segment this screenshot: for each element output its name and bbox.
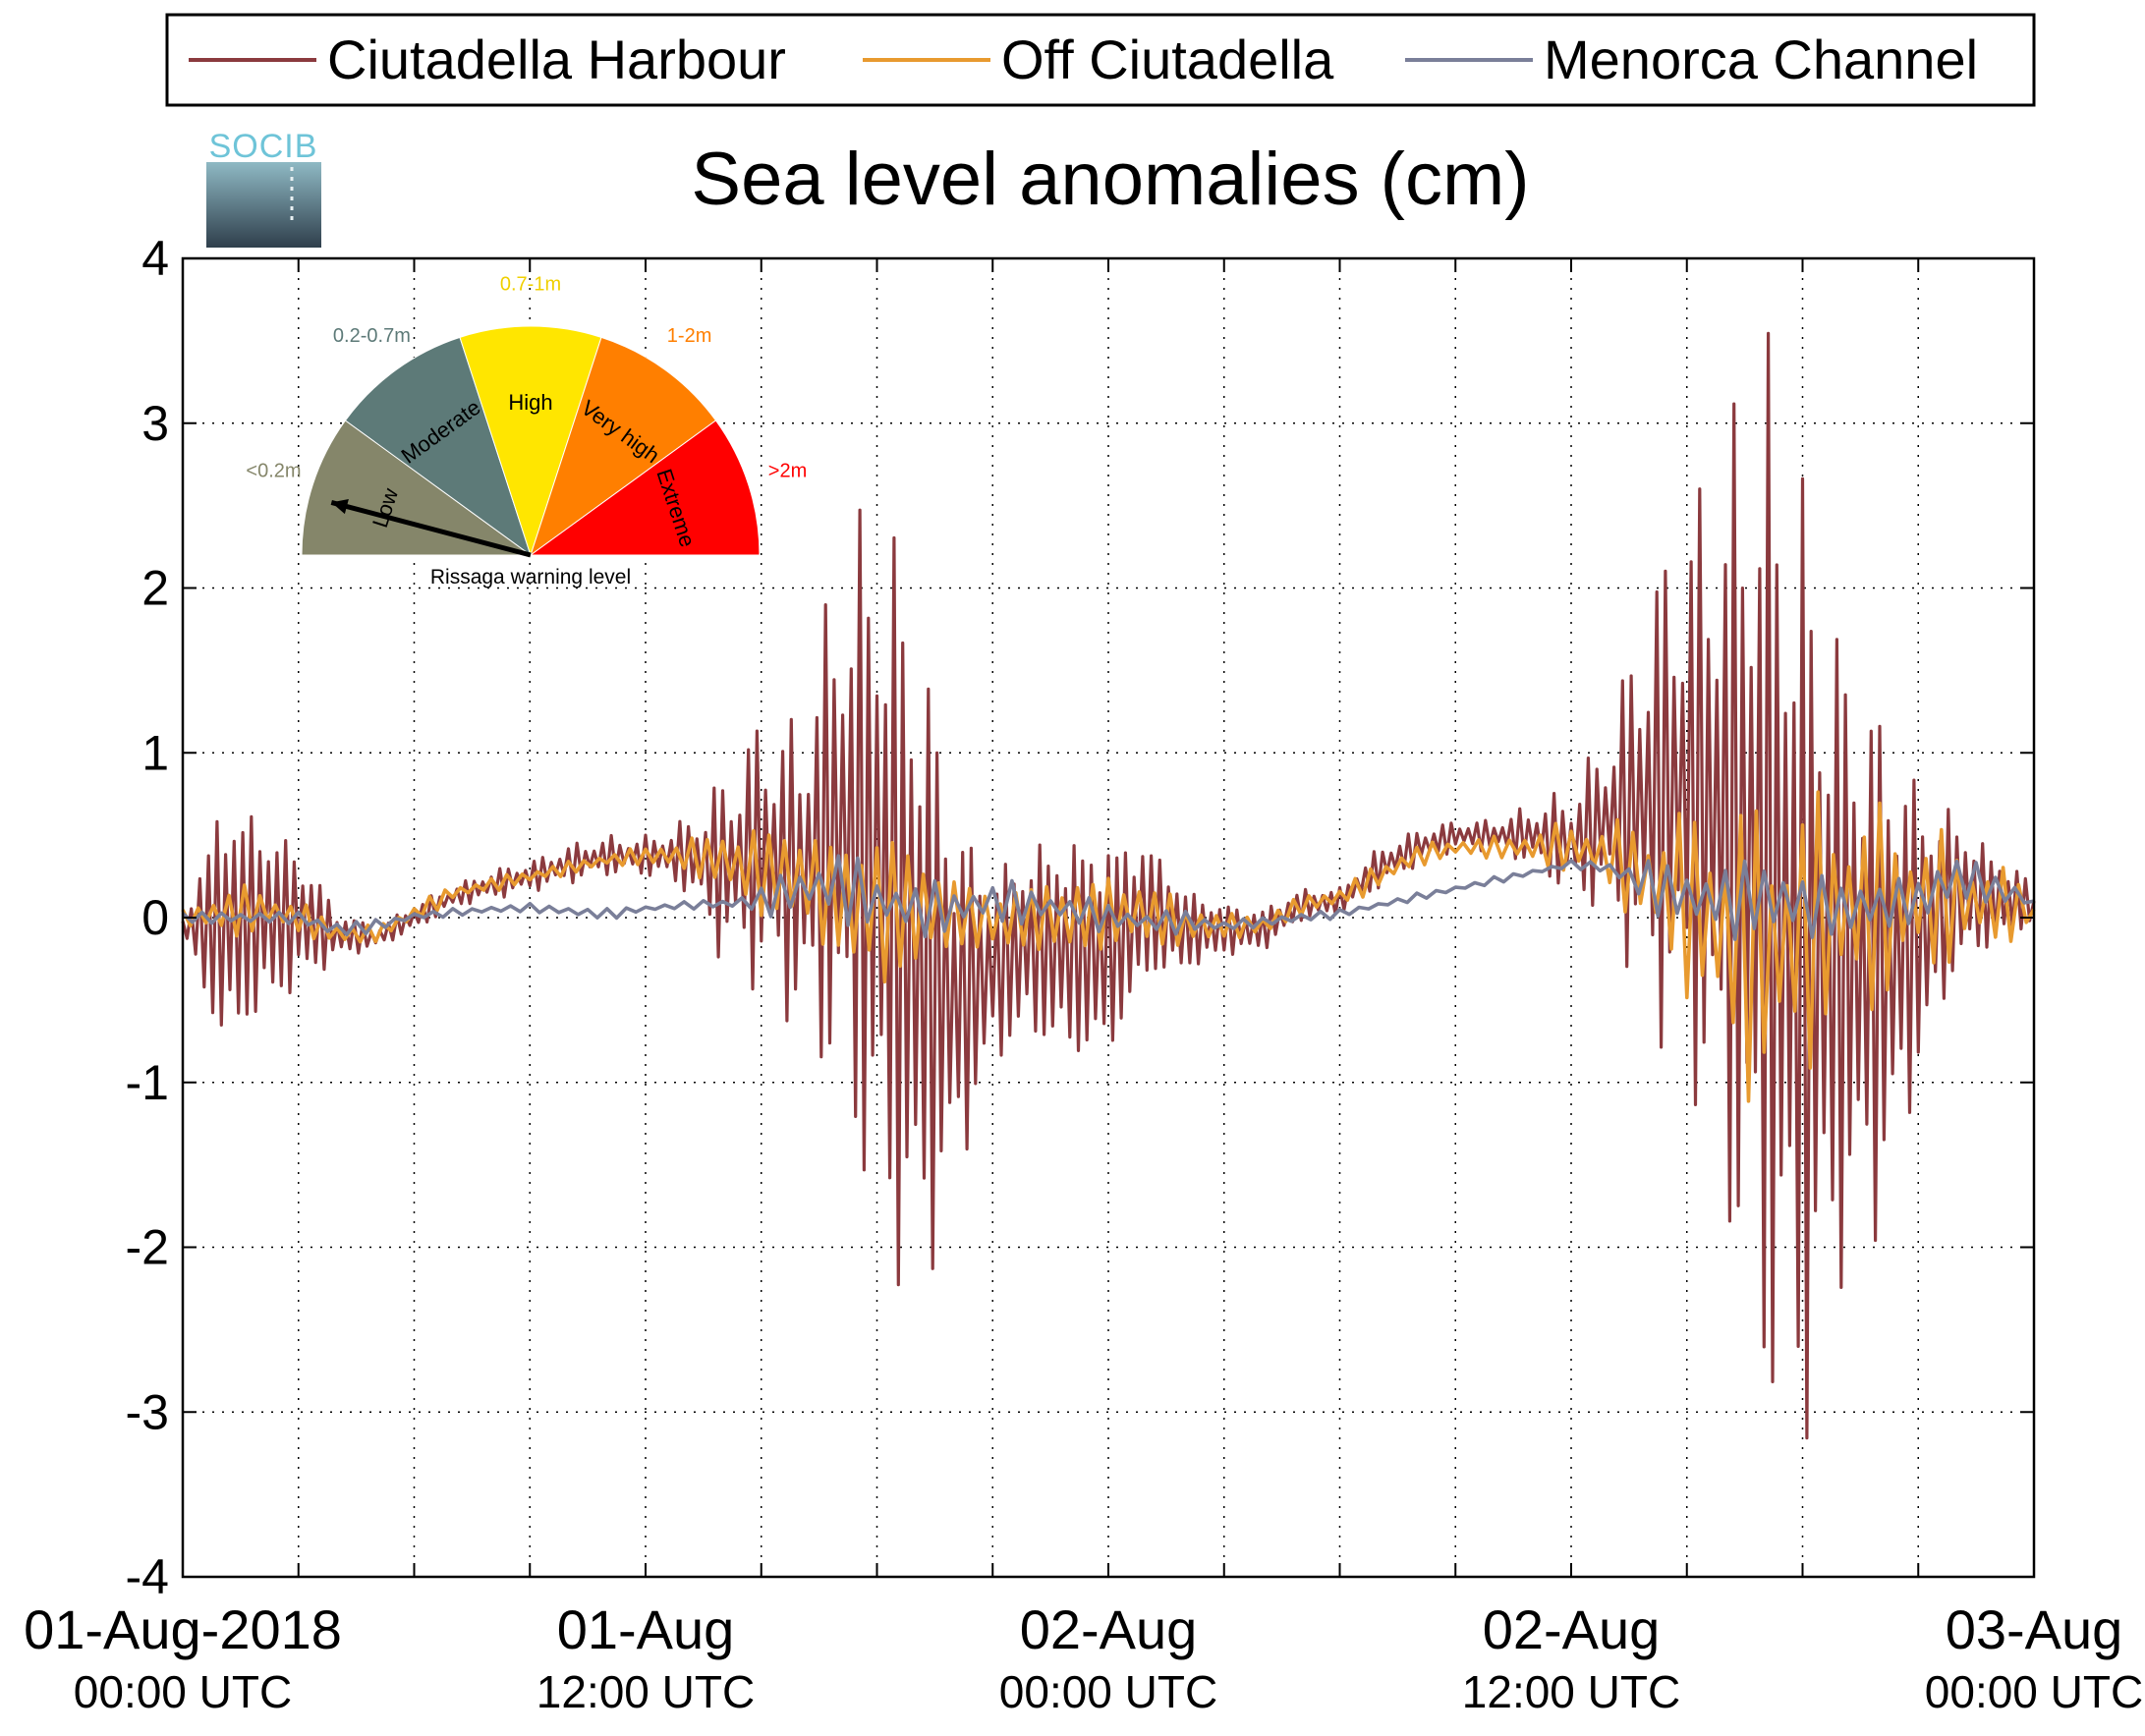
x-tick-label-time: 12:00 UTC (1462, 1666, 1680, 1717)
chart-title: Sea level anomalies (cm) (691, 138, 1529, 221)
gauge-range-label-2: 0.7-1m (500, 273, 561, 295)
series-line-2 (181, 854, 2035, 941)
legend-entry-2: Menorca Channel (1405, 28, 1978, 90)
gauge-segment-3 (530, 336, 717, 557)
plot-frame (181, 256, 2036, 1579)
gauge-range-label-4: >2m (768, 460, 807, 481)
y-tick-label: 4 (141, 231, 169, 286)
x-tick-label-date: 01-Aug (557, 1598, 735, 1660)
x-tick-label-time: 00:00 UTC (999, 1666, 1217, 1717)
logo-text: SOCIB (209, 128, 318, 165)
x-tick-label-date: 03-Aug (1946, 1598, 2123, 1660)
series-layer (181, 331, 2036, 1440)
y-tick-label: 2 (141, 561, 169, 616)
legend-label-2: Menorca Channel (1544, 28, 1978, 90)
legend-label-0: Ciutadella Harbour (327, 28, 786, 90)
y-tick-label: 0 (141, 890, 169, 945)
y-tick-label: -1 (126, 1055, 169, 1110)
gauge-needle (330, 499, 532, 558)
gauge-range-label-3: 1-2m (667, 325, 712, 347)
x-tick-label-date: 02-Aug (1020, 1598, 1198, 1660)
gauge-segment-4 (529, 420, 761, 556)
axis-ticks (183, 257, 2034, 1578)
gauge-segment-2 (459, 325, 602, 557)
legend-entry-1: Off Ciutadella (863, 28, 1334, 90)
y-tick-label: -4 (126, 1549, 169, 1604)
gauge-range-label-0: <0.2m (246, 460, 301, 481)
y-axis: 4 3 2 1 0 -1 -2 -3 -4 (126, 231, 169, 1604)
x-tick-label-date: 01-Aug-2018 (24, 1598, 342, 1660)
gauge-level-label-2: High (508, 390, 552, 415)
gauge-segment-1 (344, 336, 532, 557)
gauge-segment-0 (301, 420, 533, 556)
gauge-range-label-1: 0.2-0.7m (333, 325, 411, 347)
gauge-title: Rissaga warning level (430, 566, 631, 588)
legend-box (165, 13, 2036, 107)
y-tick-label: -3 (126, 1384, 169, 1439)
x-tick-label-date: 02-Aug (1483, 1598, 1661, 1660)
logo-mark (206, 162, 321, 248)
x-axis: 01-Aug-2018 00:00 UTC 01-Aug 12:00 UTC 02-Au… (24, 1598, 2143, 1717)
legend-label-1: Off Ciutadella (1001, 28, 1334, 90)
y-tick-label: -2 (126, 1220, 169, 1275)
rissaga-gauge: Rissaga warning level Low<0.2mModerate0.… (246, 273, 807, 588)
legend-entry-0: Ciutadella Harbour (189, 28, 786, 90)
y-tick-label: 1 (141, 725, 169, 780)
x-tick-label-time: 00:00 UTC (74, 1666, 292, 1717)
gauge-needle-head (331, 499, 349, 515)
x-tick-label-time: 12:00 UTC (536, 1666, 755, 1717)
y-tick-label: 3 (141, 396, 169, 451)
legend: Ciutadella Harbour Off Ciutadella Menorc… (165, 13, 2036, 107)
x-tick-label-time: 00:00 UTC (1925, 1666, 2143, 1717)
socib-logo: SOCIB (206, 128, 321, 248)
